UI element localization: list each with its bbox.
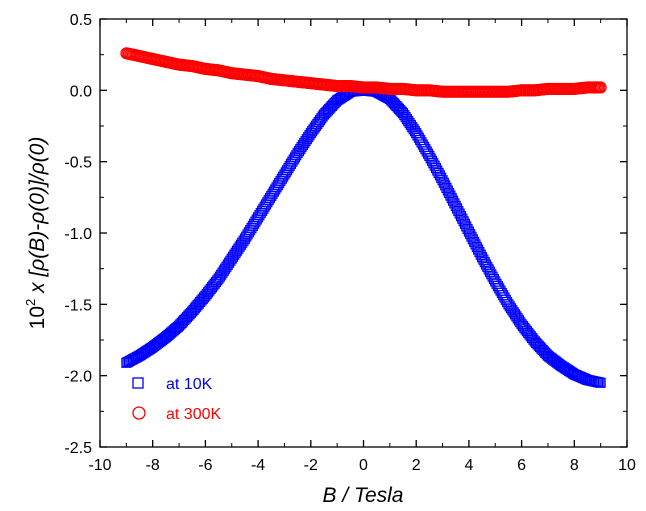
x-axis-title: B / Tesla: [323, 484, 404, 507]
trace-marker: [314, 115, 326, 126]
x-tick-label: -2: [304, 457, 318, 474]
y-axis-title: 102 x [ρ(B)-ρ(0)]/ρ(0): [23, 137, 49, 330]
trace-marker: [525, 331, 536, 342]
y-tick-label: 0.5: [70, 12, 92, 29]
x-tick-label: 0: [359, 457, 368, 474]
trace-marker: [209, 278, 220, 289]
legend: at 10K at 300K: [132, 376, 221, 423]
trace-marker: [593, 81, 606, 94]
y-axis-title-base: 10: [26, 306, 49, 329]
series-300k: [120, 47, 607, 98]
x-tick-label: 4: [464, 457, 473, 474]
series-layer: [120, 47, 607, 388]
legend-label-300k: at 300K: [166, 406, 221, 423]
trace-marker: [183, 310, 194, 321]
x-tick-label: -4: [251, 457, 265, 474]
legend-marker-300k: [132, 406, 146, 420]
y-tick-label: -1.0: [64, 226, 92, 243]
x-tick-label: 10: [618, 457, 636, 474]
trace-marker: [459, 218, 470, 229]
y-tick-label: -0.5: [64, 155, 92, 172]
x-axis: -10 -8 -6 -4 -2 0 2 4 6 8 10: [88, 19, 636, 474]
y-tick-label: 0.0: [70, 83, 92, 100]
x-tick-label: -8: [146, 457, 160, 474]
trace-marker: [473, 244, 484, 255]
series-10k: [121, 85, 606, 388]
y-tick-label: -1.5: [64, 297, 92, 314]
legend-label-10k: at 10K: [166, 376, 213, 393]
y-tick-label: -2.0: [64, 369, 92, 386]
trace-marker: [446, 193, 457, 204]
trace-marker: [196, 295, 207, 306]
x-tick-label: -10: [88, 457, 111, 474]
trace-marker: [394, 103, 405, 114]
trace-marker: [594, 377, 605, 388]
legend-marker-10k: [132, 377, 144, 389]
x-tick-label: 8: [570, 457, 579, 474]
y-axis-title-exponent: 2: [23, 299, 38, 306]
x-tick-label: 2: [412, 457, 421, 474]
x-tick-label: -6: [198, 457, 212, 474]
trace-marker: [538, 346, 550, 357]
y-axis: 0.5 0.0 -0.5 -1.0 -1.5 -2.0 -2.5: [64, 12, 627, 457]
y-tick-label: -2.5: [64, 440, 92, 457]
y-axis-title-expression: x [ρ(B)-ρ(0)]/ρ(0): [26, 137, 49, 299]
x-tick-label: 6: [517, 457, 526, 474]
trace-marker: [328, 99, 339, 110]
